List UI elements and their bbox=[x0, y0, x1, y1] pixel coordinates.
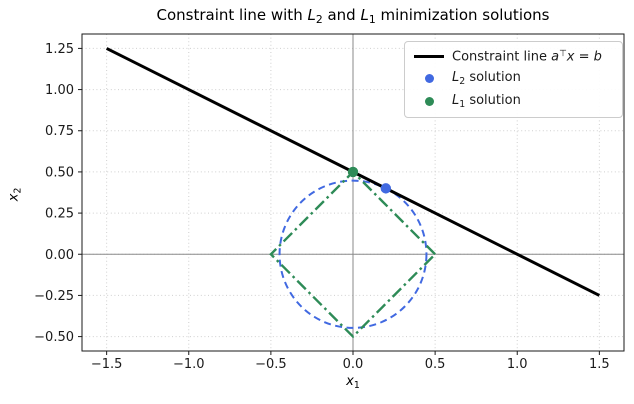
l2-ball-circle bbox=[278, 179, 428, 329]
x-tick-label: −1.5 bbox=[91, 357, 123, 372]
legend-label-constraint-line: Constraint line a⊤x = b bbox=[452, 49, 602, 65]
y-tick-label: 0.50 bbox=[45, 165, 74, 180]
x-tick-label: 0.5 bbox=[425, 357, 446, 372]
constraint-line-swatch bbox=[414, 55, 444, 59]
l2-solution-swatch bbox=[424, 74, 434, 84]
legend-item-l1-solution: L1 solution bbox=[414, 93, 612, 110]
y-tick-label: 0.75 bbox=[45, 124, 74, 139]
l1-ball-diamond bbox=[269, 170, 437, 339]
y-tick-label: −0.50 bbox=[34, 330, 74, 345]
x-tick-label: −1.0 bbox=[173, 357, 205, 372]
l2-solution-point bbox=[380, 183, 392, 194]
chart-title: Constraint line with L2 and L1 minimizat… bbox=[156, 6, 550, 27]
y-tick-label: 0.25 bbox=[45, 207, 74, 222]
legend-handle bbox=[414, 55, 444, 59]
legend: Constraint line a⊤x = b L2 solution L1 s… bbox=[404, 41, 623, 118]
legend-handle bbox=[414, 97, 444, 107]
y-axis-label: x2 bbox=[6, 187, 24, 202]
x-tick-label: −0.5 bbox=[255, 357, 287, 372]
legend-item-constraint-line: Constraint line a⊤x = b bbox=[414, 49, 612, 64]
legend-label-l2-solution: L2 solution bbox=[452, 70, 521, 88]
x-tick-label: 1.0 bbox=[507, 357, 528, 372]
legend-item-l2-solution: L2 solution bbox=[414, 70, 612, 87]
y-tick-label: −0.25 bbox=[34, 289, 74, 304]
x-axis-label: x1 bbox=[346, 374, 360, 391]
legend-label-l1-solution: L1 solution bbox=[452, 93, 521, 110]
l1-solution-point bbox=[347, 166, 359, 178]
x-tick-label: 1.5 bbox=[589, 357, 610, 372]
l1-solution-swatch bbox=[424, 97, 434, 107]
y-tick-label: 0.00 bbox=[45, 248, 74, 263]
y-tick-label: 1.25 bbox=[45, 42, 74, 57]
y-tick-label: 1.00 bbox=[45, 83, 74, 98]
legend-handle bbox=[414, 74, 444, 84]
x-tick-label: 0.0 bbox=[343, 357, 364, 372]
